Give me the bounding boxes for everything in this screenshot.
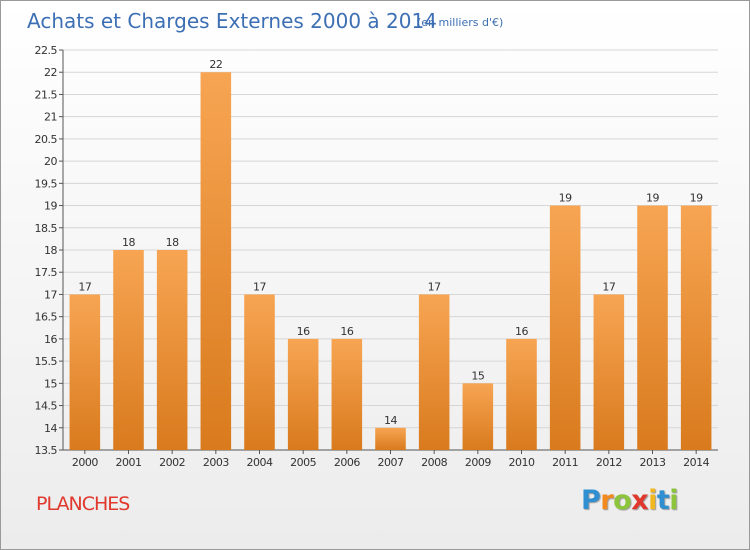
data-label: 14	[384, 414, 397, 427]
y-tick-label: 22.5	[35, 44, 58, 57]
bar	[287, 338, 319, 450]
y-tick-label: 13.5	[35, 444, 58, 457]
labels: 17 18 18 22 17 16 16 14 17 15 16 19 17 19 19	[78, 58, 703, 427]
x-tick-label: 2011	[552, 456, 578, 469]
brand-letter: o	[613, 485, 632, 516]
data-label: 17	[428, 280, 441, 293]
x-tick-label: 2009	[465, 456, 491, 469]
y-tick-label: 17	[44, 288, 57, 301]
chart-subtitle: (en milliers d'€)	[417, 16, 503, 29]
x-tick-label: 2013	[640, 456, 666, 469]
y-tick-label: 21.5	[35, 88, 58, 101]
y-tick-label: 16.5	[35, 311, 58, 324]
x-tick-label: 2014	[683, 456, 709, 469]
y-tick-label: 22	[44, 66, 57, 79]
bar	[113, 250, 144, 450]
data-label: 18	[166, 236, 179, 249]
bars	[69, 72, 712, 450]
town-name: PLANCHES	[36, 493, 130, 515]
y-tick-label: 18.5	[35, 222, 58, 235]
x-tick-label: 2012	[596, 456, 622, 469]
x-tick-label: 2000	[72, 456, 98, 469]
x-tick-label: 2006	[334, 456, 360, 469]
y-tick-label: 19	[44, 200, 57, 213]
x-tick-label: 2008	[421, 456, 447, 469]
brand-letter: i	[648, 485, 657, 516]
bar	[244, 294, 275, 450]
y-tick-label: 14	[44, 422, 57, 435]
bar	[549, 205, 581, 450]
data-label: 19	[646, 192, 659, 205]
data-label: 19	[690, 192, 703, 205]
x-tick-label: 2005	[290, 456, 316, 469]
bar	[375, 427, 406, 450]
data-label: 16	[340, 325, 353, 338]
data-label: 19	[559, 192, 572, 205]
data-label: 22	[209, 58, 222, 71]
brand-letter: r	[600, 485, 614, 516]
brand-letter: x	[631, 485, 649, 516]
y-tick-label: 14.5	[35, 400, 58, 413]
axes: 13.5 14 14.5 15 15.5 16 16.5 17 17.5 18 18.5 19 19.5…	[35, 44, 718, 469]
brand-letter: t	[656, 485, 670, 516]
x-tick-label: 2010	[509, 456, 535, 469]
bar	[593, 294, 625, 450]
data-label: 18	[122, 236, 135, 249]
data-label: 16	[297, 325, 310, 338]
brand-letter: P	[581, 485, 601, 516]
bar	[331, 338, 363, 450]
bar	[156, 250, 188, 450]
bar	[69, 294, 101, 450]
data-label: 16	[515, 325, 528, 338]
y-tick-label: 18	[44, 244, 57, 257]
y-tick-label: 21	[44, 111, 57, 124]
data-label: 15	[471, 369, 484, 382]
data-label: 17	[78, 280, 91, 293]
bar	[680, 205, 712, 450]
y-tick-label: 20	[44, 155, 57, 168]
y-tick-label: 20.5	[35, 133, 58, 146]
bar	[200, 72, 232, 450]
x-tick-label: 2001	[116, 456, 142, 469]
brand-logo: Proxiti	[581, 485, 679, 516]
x-tick-label: 2004	[247, 456, 273, 469]
bar	[637, 205, 668, 450]
bar	[418, 294, 450, 450]
data-label: 17	[602, 280, 615, 293]
brand-letter: i	[669, 485, 679, 516]
y-tick-label: 16	[44, 333, 57, 346]
x-tick-label: 2003	[203, 456, 229, 469]
y-tick-label: 17.5	[35, 266, 58, 279]
data-label: 17	[253, 280, 266, 293]
y-tick-label: 19.5	[35, 177, 58, 190]
x-tick-label: 2002	[159, 456, 185, 469]
chart-title: Achats et Charges Externes 2000 à 2014	[27, 9, 437, 33]
x-tick-label: 2007	[378, 456, 404, 469]
y-tick-label: 15	[44, 377, 57, 390]
bar	[462, 383, 494, 450]
y-tick-label: 15.5	[35, 355, 58, 368]
bar	[506, 338, 537, 450]
